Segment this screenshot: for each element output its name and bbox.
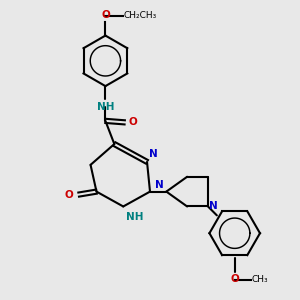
Text: O: O — [230, 274, 239, 284]
Text: O: O — [64, 190, 73, 200]
Text: NH: NH — [97, 102, 114, 112]
Text: N: N — [155, 180, 164, 190]
Text: O: O — [101, 10, 110, 20]
Text: N: N — [148, 149, 157, 159]
Text: O: O — [129, 117, 137, 127]
Text: CH₂CH₃: CH₂CH₃ — [124, 11, 157, 20]
Text: N: N — [209, 202, 218, 212]
Text: CH₃: CH₃ — [252, 275, 268, 284]
Text: NH: NH — [126, 212, 143, 222]
